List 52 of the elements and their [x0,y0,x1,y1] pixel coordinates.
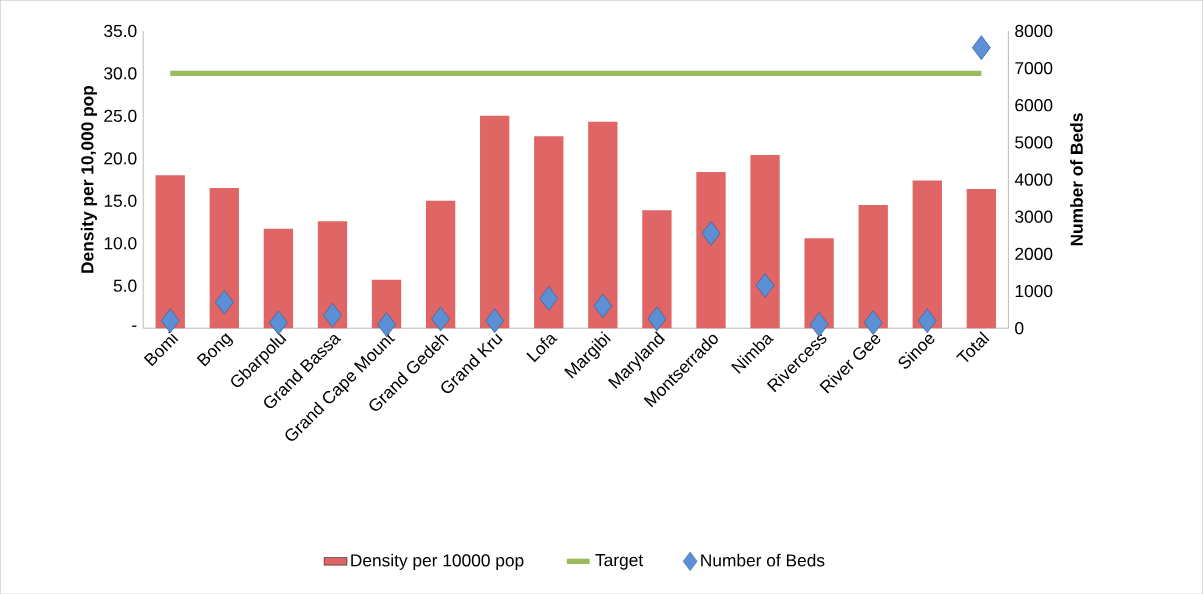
legend-label: Target [595,553,644,570]
legend-label: Number of Beds [701,553,825,567]
point [431,306,451,332]
point [917,308,937,333]
point [160,308,180,333]
point [971,35,991,60]
y2-axis-title: Number of Beds [1070,113,1083,246]
point [539,285,559,311]
bar [804,237,834,328]
point [863,310,883,335]
point [214,289,234,315]
point [269,310,288,335]
bar [858,204,888,328]
y2-tick-label: 5000 [1015,136,1053,149]
y2-tick-label: 8000 [1015,24,1053,37]
y2-tick-label: 0 [1015,321,1024,335]
bar [588,121,618,328]
point [647,306,667,332]
point [323,302,342,328]
y2-tick-label: 2000 [1015,247,1053,260]
legend-label: Density per 10000 pop [351,553,524,570]
bar [209,187,239,328]
y-tick-label: - [132,325,137,327]
bar [317,220,348,328]
point [755,272,775,298]
y-tick-label: 20.0 [104,151,137,165]
y2-tick-label: 7000 [1015,61,1053,75]
y-tick-label: 15.0 [104,194,137,207]
bar [263,228,294,328]
bar [155,175,185,328]
y-tick-label: 30.0 [104,67,137,80]
y-tick-label: 35.0 [104,24,137,37]
y-tick-label: 10.0 [104,236,137,250]
point [485,308,505,333]
y2-tick-label: 4000 [1014,173,1053,186]
y-tick-label: 25.0 [104,109,137,122]
y2-tick-label: 6000 [1015,98,1053,112]
bar [642,209,672,328]
y2-tick-label: 1000 [1015,284,1053,297]
y2-tick-label: 3000 [1015,210,1053,223]
x-tick-label: Lofa [526,334,558,362]
point [701,220,721,246]
y-tick-label: 5.0 [113,279,137,292]
bar [480,115,510,328]
bar [750,154,780,328]
y-axis-title: Density per 10,000 pop [80,85,97,273]
bar [534,136,564,328]
bar [912,180,942,328]
bar [425,200,456,328]
point [593,293,613,319]
bar [696,171,726,328]
bar [966,188,997,328]
